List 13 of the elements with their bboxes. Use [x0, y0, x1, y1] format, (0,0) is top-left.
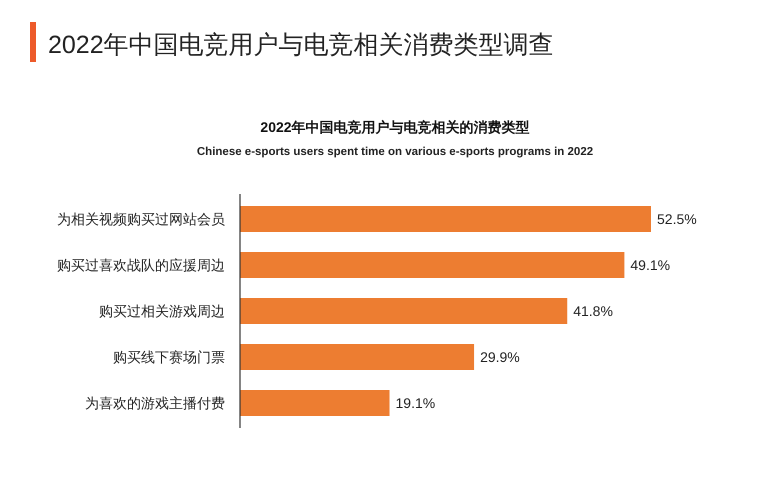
data-label: 19.1%	[396, 395, 436, 411]
text: Chinese e-sports users spent time on various e-sports programs in 2022	[196, 146, 594, 158]
data-label: 49.1%	[630, 257, 670, 273]
y-tick-label: 为喜欢的游戏主播付费	[85, 395, 225, 411]
y-tick-label: 购买线下赛场门票	[113, 349, 225, 365]
chart-title: 2022年中国电竞用户与电竞相关消费类型调查	[48, 31, 554, 59]
data-label: 29.9%	[480, 349, 520, 365]
y-tick-label: 购买过相关游戏周边	[99, 303, 225, 319]
chart-subtitle: 2022年中国电竞用户与电竞相关的消费类型	[260, 119, 530, 135]
data-label: 52.5%	[657, 211, 697, 227]
data-label: 41.8%	[573, 303, 613, 319]
y-tick-label: 为相关视频购买过网站会员	[57, 211, 225, 227]
y-tick-label: 购买过喜欢战队的应援周边	[57, 257, 225, 273]
